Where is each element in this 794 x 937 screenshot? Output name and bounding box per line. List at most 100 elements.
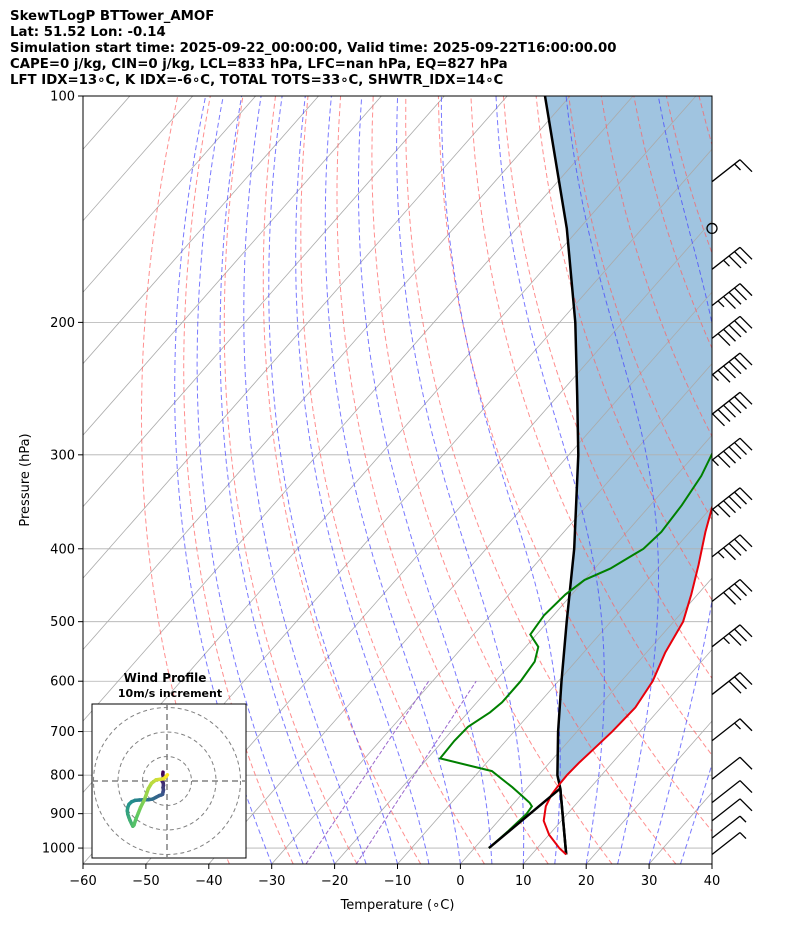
- barb-flag: [728, 495, 742, 509]
- barb-flag: [734, 356, 747, 370]
- barb-flag: [728, 542, 742, 556]
- barb-flag: [734, 320, 747, 334]
- isotherm: [208, 291, 712, 864]
- barb-flag: [739, 352, 753, 366]
- isotherm: [397, 506, 712, 864]
- barb-shaft: [711, 246, 741, 270]
- hodograph: Wind Profile 10m/s increment: [91, 671, 247, 859]
- barb-half: [723, 259, 730, 267]
- x-tick-label: −10: [384, 874, 411, 889]
- barb-shaft: [711, 487, 741, 511]
- barb-flag: [728, 632, 742, 646]
- moist-adiabat: [440, 96, 561, 864]
- barb-flag: [717, 409, 731, 422]
- dry-adiabat: [732, 96, 794, 864]
- dry-adiabat: [470, 96, 712, 756]
- cape-line: CAPE=0 j/kg, CIN=0 j/kg, LCL=833 hPa, LF…: [10, 57, 508, 72]
- moist-adiabat: [295, 96, 430, 864]
- barb-shaft: [711, 718, 741, 742]
- barb-half: [734, 722, 741, 730]
- dry-adiabat: [336, 96, 549, 864]
- barb-flag: [739, 487, 753, 501]
- dry-adiabat: [437, 96, 712, 832]
- dry-adiabat: [535, 96, 712, 601]
- wind-barb: [711, 780, 753, 804]
- barb-half: [723, 637, 730, 645]
- cape-shading: [545, 96, 712, 789]
- barb-shaft: [711, 624, 741, 648]
- barb-flag: [717, 333, 731, 346]
- barb-shaft: [711, 534, 741, 558]
- barb-flag: [717, 454, 731, 468]
- dry-adiabat: [764, 96, 794, 864]
- isotherm: [83, 96, 382, 436]
- barb-flag: [712, 413, 725, 427]
- wind-barb: [711, 487, 753, 518]
- barb-flag: [739, 756, 753, 770]
- barb-flag: [728, 587, 742, 601]
- isotherm: [83, 96, 571, 651]
- barb-flag: [739, 534, 753, 548]
- barb-flag: [717, 504, 731, 518]
- barb-half: [739, 832, 747, 839]
- moist-adiabat: [324, 96, 461, 864]
- calm-circle: [706, 222, 718, 235]
- wind-barb: [711, 832, 747, 856]
- wind-barb: [711, 437, 753, 468]
- x-tick-label: 30: [641, 874, 658, 889]
- barb-flag: [723, 450, 736, 464]
- y-tick-label: 400: [50, 542, 75, 557]
- barb-flag: [728, 291, 742, 305]
- y-tick-label: 1000: [42, 842, 75, 857]
- x-tick-label: 0: [456, 874, 464, 889]
- x-tick-label: 20: [578, 874, 595, 889]
- barb-flag: [734, 442, 747, 455]
- parcel-line: [543, 96, 580, 855]
- wind-barb: [711, 315, 753, 346]
- barb-shaft: [711, 578, 741, 602]
- y-tick-label: 200: [50, 316, 75, 331]
- wind-barb: [711, 391, 753, 427]
- x-tick-label: −40: [195, 874, 222, 889]
- time-line: Simulation start time: 2025-09-22_00:00:…: [10, 41, 617, 56]
- barb-flag: [734, 538, 747, 552]
- barb-flag: [734, 491, 747, 505]
- header: SkewTLogP BTTower_AMOF Lat: 51.52 Lon: -…: [10, 9, 780, 89]
- barb-flag: [728, 446, 742, 460]
- dry-adiabat: [183, 96, 294, 864]
- y-tick-label: 500: [50, 615, 75, 630]
- barb-shaft: [711, 815, 741, 839]
- barb-half: [712, 508, 719, 516]
- mixing-ratio-line: [305, 680, 430, 864]
- x-tick-label: −20: [321, 874, 348, 889]
- hodograph-title: Wind Profile: [124, 671, 207, 685]
- barb-flag: [723, 500, 736, 514]
- barb-flag: [739, 718, 753, 732]
- moist-adiabat: [268, 96, 398, 864]
- barb-flag: [717, 369, 731, 383]
- barb-flag: [728, 400, 742, 414]
- moist-adiabat: [495, 96, 605, 864]
- barb-flag: [739, 246, 753, 260]
- moist-adiabat: [711, 862, 712, 864]
- barb-shaft: [711, 159, 741, 183]
- barb-flag: [739, 780, 753, 794]
- moist-adiabat: [565, 96, 659, 864]
- dry-adiabat: [600, 96, 712, 438]
- wind-barb: [711, 815, 747, 839]
- isotherm: [83, 96, 634, 722]
- x-tick-label: 40: [704, 874, 721, 889]
- barb-half: [712, 459, 719, 467]
- barb-flag: [739, 391, 753, 405]
- barb-flag: [739, 283, 753, 297]
- y-tick-label: 300: [50, 448, 75, 463]
- isotherm: [83, 96, 256, 293]
- isotherm: [711, 863, 712, 864]
- isotherm: [83, 96, 508, 579]
- barb-half: [739, 815, 747, 823]
- barb-shaft: [711, 352, 741, 376]
- moist-adiabat: [196, 96, 304, 864]
- barb-flag: [723, 296, 736, 310]
- isotherm: [585, 720, 712, 864]
